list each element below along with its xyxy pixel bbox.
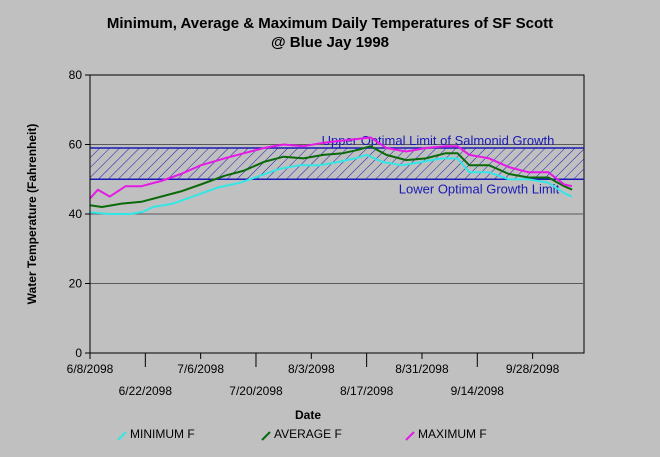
x-tick-label: 8/17/2098 [340,384,394,398]
x-tick-label: 9/14/2098 [451,384,505,398]
series-line-minimum-f [89,153,573,215]
legend: MINIMUM F AVERAGE F MAXIMUM F [117,427,487,441]
legend-item-label: MAXIMUM F [418,427,487,441]
x-tick-label: 7/6/2098 [177,362,224,376]
x-tick-label: 8/3/2098 [288,362,335,376]
y-tick-label: 80 [69,68,83,82]
y-axis-label: Water Temperature (Fahrenheit) [25,124,39,305]
series-lines [89,136,573,215]
y-tick-label: 20 [69,277,83,291]
x-axis-label: Date [295,408,321,422]
x-tick-label: 6/8/2098 [67,362,114,376]
chart-title-line1: Minimum, Average & Maximum Daily Tempera… [107,15,553,32]
legend-item-label: MINIMUM F [130,427,195,441]
y-tick-label: 40 [69,207,83,221]
lower-limit-label: Lower Optimal Growth Limit [399,181,560,196]
legend-swatch [405,431,415,441]
legend-swatch [117,431,127,441]
y-tick-label: 60 [69,138,83,152]
y-tick-label: 0 [75,346,82,360]
legend-swatch [261,431,271,441]
x-tick-label: 7/20/2098 [229,384,283,398]
x-tick-label: 8/31/2098 [395,362,449,376]
chart-title-line2: @ Blue Jay 1998 [271,34,389,51]
y-axis-ticks: 0 20 40 60 80 [69,68,90,360]
legend-item-label: AVERAGE F [274,427,342,441]
series-line-maximum-f [89,136,573,200]
gridlines [90,144,584,284]
upper-limit-label: Upper Optimal Limit of Salmonid Growth [322,133,555,148]
x-tick-label: 9/28/2098 [506,362,560,376]
series-line-average-f [89,145,573,208]
x-tick-label: 6/22/2098 [119,384,173,398]
x-axis-ticks: 6/8/2098 6/22/2098 7/6/2098 7/20/2098 8/3/20… [67,353,560,398]
